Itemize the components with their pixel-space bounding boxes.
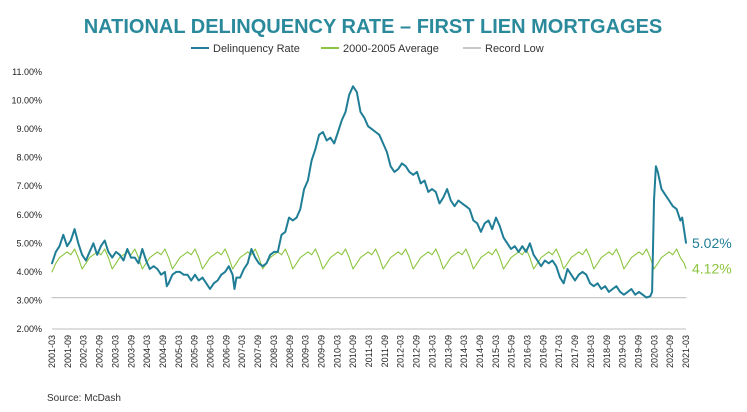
x-tick-label: 2021-03	[681, 335, 691, 368]
x-tick-label: 2013-03	[427, 335, 437, 368]
x-tick-label: 2003-03	[110, 335, 120, 368]
y-tick-label: 4.00%	[16, 267, 42, 277]
y-tick-label: 11.00%	[12, 67, 42, 77]
x-tick-label: 2009-03	[301, 335, 311, 368]
x-tick-label: 2018-09	[602, 335, 612, 368]
end-labels: 5.02% 4.12%	[692, 235, 732, 277]
x-tick-label: 2016-03	[523, 335, 533, 368]
x-tick-label: 2014-03	[459, 335, 469, 368]
legend-label: Record Low	[485, 43, 544, 55]
x-tick-label: 2006-09	[221, 335, 231, 368]
x-tick-label: 2008-03	[269, 335, 279, 368]
y-tick-label: 3.00%	[16, 295, 42, 305]
end-value-label: 5.02%	[692, 235, 732, 251]
legend-label: 2000-2005 Average	[343, 43, 439, 55]
x-tick-label: 2008-09	[285, 335, 295, 368]
x-tick-label: 2019-09	[634, 335, 644, 368]
x-tick-label: 2020-09	[665, 335, 675, 368]
chart-title: NATIONAL DELINQUENCY RATE – FIRST LIEN M…	[84, 16, 663, 38]
x-tick-label: 2011-03	[364, 335, 374, 367]
x-tick-label: 2001-09	[63, 335, 73, 368]
legend-label: Delinquency Rate	[213, 43, 300, 55]
x-tick-label: 2017-09	[570, 335, 580, 368]
x-tick-label: 2007-09	[253, 335, 263, 368]
average-line	[51, 248, 687, 273]
series-group	[51, 85, 687, 299]
x-tick-label: 2018-03	[586, 335, 596, 368]
delinquency-line	[51, 85, 687, 299]
legend-item: Record Low	[463, 43, 544, 55]
x-tick-label: 2005-03	[174, 335, 184, 368]
x-tick-label: 2010-03	[332, 335, 342, 368]
y-axis: 2.00% 3.00% 4.00% 5.00% 6.00% 7.00% 8.00% 9.00%…	[11, 67, 42, 334]
x-tick-label: 2003-09	[126, 335, 136, 368]
y-tick-label: 9.00%	[16, 124, 42, 134]
x-tick-label: 2012-09	[412, 335, 422, 368]
y-tick-label: 10.00%	[11, 96, 42, 106]
x-axis: 2001-03 2001-09 2002-03 2002-09 2003-03 2003-…	[47, 335, 691, 368]
y-tick-label: 6.00%	[16, 210, 42, 220]
x-tick-label: 2012-03	[396, 335, 406, 368]
x-tick-label: 2015-03	[491, 335, 501, 368]
end-value-label: 4.12%	[692, 260, 732, 276]
y-tick-label: 2.00%	[16, 324, 42, 334]
source-note: Source: McDash	[47, 393, 121, 404]
y-tick-label: 8.00%	[16, 153, 42, 163]
y-tick-label: 7.00%	[16, 181, 42, 191]
x-tick-label: 2002-03	[79, 335, 89, 368]
legend-item: 2000-2005 Average	[321, 43, 439, 55]
x-tick-label: 2007-03	[237, 335, 247, 368]
legend-item: Delinquency Rate	[191, 43, 300, 55]
x-tick-label: 2017-03	[554, 335, 564, 368]
x-tick-label: 2019-03	[618, 335, 628, 368]
x-tick-label: 2006-03	[206, 335, 216, 368]
x-tick-label: 2001-03	[47, 335, 57, 368]
x-tick-label: 2011-09	[380, 335, 390, 367]
x-tick-label: 2004-03	[142, 335, 152, 368]
x-tick-label: 2020-03	[649, 335, 659, 368]
x-tick-label: 2002-09	[95, 335, 105, 368]
x-tick-label: 2009-09	[317, 335, 327, 368]
x-tick-label: 2013-09	[443, 335, 453, 368]
x-tick-label: 2015-09	[507, 335, 517, 368]
x-tick-label: 2014-09	[475, 335, 485, 368]
x-tick-label: 2016-09	[538, 335, 548, 368]
x-tick-label: 2004-09	[158, 335, 168, 368]
y-tick-label: 5.00%	[16, 238, 42, 248]
x-tick-label: 2010-09	[348, 335, 358, 368]
legend: Delinquency Rate 2000-2005 Average Record …	[191, 43, 544, 55]
x-tick-label: 2005-09	[190, 335, 200, 368]
